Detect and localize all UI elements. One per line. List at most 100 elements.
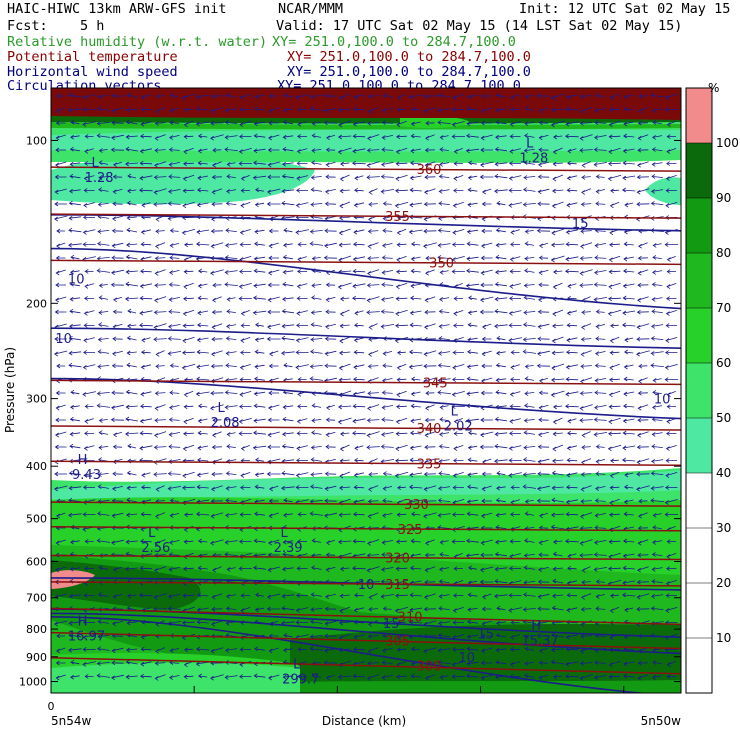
vector-arrow — [340, 296, 350, 302]
vector-arrow — [267, 566, 280, 573]
vector-arrow — [266, 201, 281, 207]
vector-arrow — [139, 310, 153, 316]
vector-arrow — [453, 445, 464, 451]
vector-arrow — [325, 431, 336, 438]
vector-arrow — [408, 499, 423, 505]
vector-arrow — [380, 579, 394, 584]
vector-arrow — [310, 445, 322, 450]
vector-arrow — [523, 322, 536, 327]
y-axis-label: Pressure (hPa) — [3, 347, 17, 433]
vector-arrow — [494, 188, 508, 194]
colorbar-unit: % — [708, 81, 719, 95]
vector-arrow — [69, 173, 81, 179]
vector-arrow — [651, 147, 663, 152]
vector-arrow — [538, 147, 549, 153]
colorbar-label: 20 — [716, 576, 731, 590]
vector-arrow — [524, 391, 535, 396]
vector-arrow — [253, 430, 266, 436]
vector-arrow — [666, 431, 677, 436]
vector-arrow — [610, 458, 619, 464]
vector-arrow — [550, 120, 565, 128]
vector-arrow — [466, 121, 479, 127]
vector-arrow — [438, 459, 450, 464]
vector-arrow — [623, 121, 635, 127]
vector-arrow — [295, 350, 309, 355]
vector-arrow — [339, 458, 350, 464]
vector-arrow — [424, 296, 436, 303]
vector-arrow — [650, 498, 664, 503]
vector-arrow — [566, 322, 578, 328]
vector-arrow — [423, 201, 436, 207]
vector-arrow — [211, 201, 223, 207]
vector-arrow — [297, 404, 308, 409]
vector-arrow — [112, 485, 123, 492]
vector-arrow — [55, 255, 66, 261]
vector-arrow — [169, 228, 179, 233]
vector-arrow — [197, 445, 209, 451]
vector-arrow — [481, 242, 493, 249]
vector-arrow — [352, 283, 366, 289]
vector-arrow — [423, 485, 437, 492]
vector-arrow — [467, 310, 478, 316]
vector-arrow — [466, 241, 479, 247]
vector-arrow — [211, 188, 223, 195]
extremum-type: L — [451, 404, 459, 419]
vector-arrow — [309, 376, 324, 381]
y-tick-label: 700 — [26, 592, 47, 605]
vector-arrow — [98, 445, 109, 450]
vector-arrow — [83, 310, 95, 316]
vector-arrow — [111, 512, 124, 519]
vector-arrow — [509, 539, 521, 544]
vector-arrow — [410, 133, 421, 139]
vector-arrow — [494, 566, 508, 572]
vector-arrow — [224, 417, 238, 422]
vector-arrow — [593, 432, 608, 437]
vector-arrow — [125, 119, 138, 125]
vector-arrow — [494, 551, 507, 557]
vector-arrow — [666, 566, 677, 571]
vector-arrow — [125, 161, 139, 167]
vector-arrow — [225, 243, 238, 248]
vector-arrow — [665, 188, 677, 193]
vector-arrow — [169, 243, 180, 248]
vector-arrow — [83, 445, 95, 451]
vector-arrow — [211, 593, 223, 600]
vector-arrow — [423, 512, 437, 519]
vector-arrow — [268, 390, 279, 396]
vector-arrow — [112, 201, 123, 207]
vector-arrow — [523, 295, 536, 300]
vector-arrow — [537, 336, 550, 342]
vector-arrow — [608, 255, 621, 263]
vector-arrow — [664, 377, 678, 382]
vector-arrow — [268, 269, 280, 276]
vector-arrow — [55, 674, 66, 681]
vector-arrow — [622, 553, 635, 559]
vector-arrow — [182, 485, 195, 491]
vector-arrow — [579, 283, 593, 288]
vector-arrow — [480, 296, 494, 303]
vector-arrow — [467, 445, 478, 451]
vector-arrow — [153, 310, 167, 315]
vector-arrow — [396, 93, 407, 101]
vector-arrow — [54, 174, 67, 180]
vector-arrow — [97, 364, 110, 369]
vector-arrow — [409, 322, 422, 328]
vector-arrow — [438, 486, 451, 491]
vector-arrow — [253, 418, 266, 424]
vector-arrow — [255, 322, 264, 328]
vector-arrow — [84, 134, 94, 139]
vector-arrow — [609, 201, 620, 209]
vector-arrow — [523, 418, 535, 423]
y-tick-label: 900 — [26, 651, 47, 664]
vector-arrow — [495, 269, 507, 275]
vector-arrow — [295, 202, 309, 208]
vector-arrow — [226, 324, 237, 329]
vector-arrow — [424, 552, 435, 558]
vector-arrow — [140, 673, 152, 679]
vector-arrow — [96, 391, 110, 396]
vector-arrow — [55, 404, 66, 411]
vector-arrow — [182, 323, 195, 329]
vector-arrow — [381, 432, 394, 437]
vector-arrow — [311, 133, 322, 138]
vector-arrow — [539, 377, 548, 384]
